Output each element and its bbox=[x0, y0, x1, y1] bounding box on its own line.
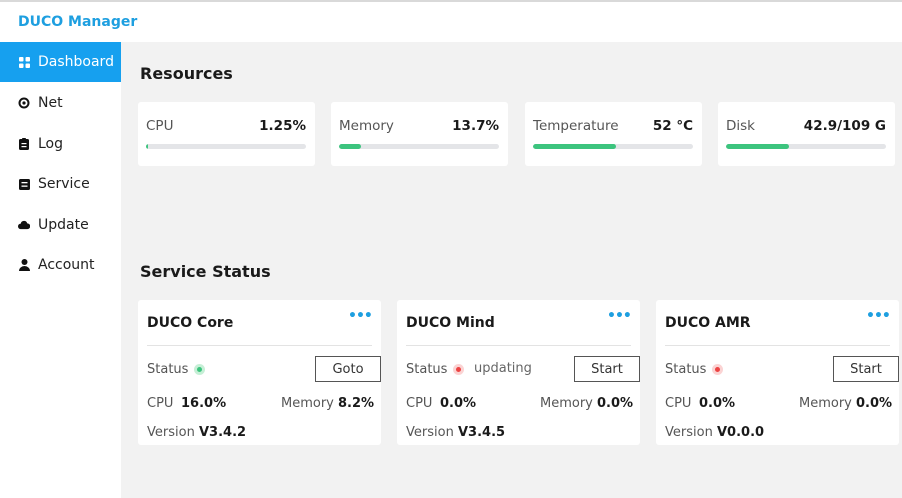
cpu-value: 16.0% bbox=[181, 396, 227, 411]
resource-progress-track bbox=[533, 144, 693, 149]
service-status-title: Service Status bbox=[140, 262, 271, 281]
resource-progress-fill bbox=[146, 144, 148, 149]
resource-label: Memory bbox=[339, 118, 394, 134]
memory-label: Memory bbox=[799, 396, 852, 411]
cloud-icon bbox=[18, 219, 30, 231]
more-options-icon[interactable]: ••• bbox=[348, 308, 373, 324]
status-label: Status bbox=[665, 362, 707, 377]
resource-card-memory: Memory 13.7% bbox=[331, 102, 508, 166]
cpu-label: CPU bbox=[665, 396, 692, 411]
resource-value: 42.9/109 G bbox=[803, 118, 886, 134]
cpu-label: CPU bbox=[147, 396, 174, 411]
main-content: Resources CPU 1.25% Memory 13.7% Tempera… bbox=[121, 42, 902, 498]
log-icon bbox=[18, 138, 30, 150]
service-icon bbox=[18, 178, 30, 190]
cpu-label: CPU bbox=[406, 396, 433, 411]
resource-label: Disk bbox=[726, 118, 755, 134]
resource-progress-fill bbox=[726, 144, 790, 149]
status-label: Status bbox=[147, 362, 189, 377]
status-running-icon bbox=[194, 364, 205, 375]
divider bbox=[147, 345, 372, 346]
resource-card-temperature: Temperature 52 °C bbox=[525, 102, 702, 166]
version-value: V0.0.0 bbox=[717, 425, 765, 440]
status-text: updating bbox=[474, 361, 532, 376]
resource-value: 52 °C bbox=[652, 118, 693, 134]
sidebar-item-dashboard[interactable]: Dashboard bbox=[0, 42, 121, 82]
app-header: DUCO Manager bbox=[0, 2, 902, 42]
top-border bbox=[0, 0, 902, 2]
service-name: DUCO AMR bbox=[665, 315, 751, 331]
memory-value: 0.0% bbox=[856, 396, 893, 411]
more-options-icon[interactable]: ••• bbox=[607, 308, 632, 324]
version-label: Version bbox=[406, 425, 454, 440]
version-label: Version bbox=[665, 425, 713, 440]
resource-card-disk: Disk 42.9/109 G bbox=[718, 102, 895, 166]
goto-button[interactable]: Goto bbox=[315, 356, 381, 382]
service-card-duco-mind: DUCO Mind ••• Status updating Start CPU … bbox=[397, 300, 640, 445]
sidebar: Dashboard Net Log Service Update Account bbox=[0, 42, 121, 498]
memory-label: Memory bbox=[540, 396, 593, 411]
resource-value: 13.7% bbox=[452, 118, 499, 134]
target-icon bbox=[18, 97, 30, 109]
version-value: V3.4.5 bbox=[458, 425, 506, 440]
cpu-value: 0.0% bbox=[699, 396, 736, 411]
sidebar-item-label: Service bbox=[38, 176, 90, 192]
version-label: Version bbox=[147, 425, 195, 440]
sidebar-item-net[interactable]: Net bbox=[0, 83, 121, 123]
sidebar-item-label: Net bbox=[38, 95, 63, 111]
resource-value: 1.25% bbox=[259, 118, 306, 134]
sidebar-item-update[interactable]: Update bbox=[0, 205, 121, 245]
status-error-icon bbox=[453, 364, 464, 375]
resource-progress-track bbox=[726, 144, 886, 149]
status-label: Status bbox=[406, 362, 448, 377]
resource-progress-fill bbox=[339, 144, 361, 149]
memory-label: Memory bbox=[281, 396, 334, 411]
memory-value: 0.0% bbox=[597, 396, 634, 411]
sidebar-item-label: Account bbox=[38, 257, 95, 273]
resource-progress-track bbox=[339, 144, 499, 149]
memory-value: 8.2% bbox=[338, 396, 375, 411]
service-card-duco-amr: DUCO AMR ••• Status Start CPU 0.0% Memor… bbox=[656, 300, 899, 445]
more-options-icon[interactable]: ••• bbox=[866, 308, 891, 324]
resource-label: Temperature bbox=[533, 118, 619, 134]
start-button[interactable]: Start bbox=[574, 356, 640, 382]
resource-card-cpu: CPU 1.25% bbox=[138, 102, 315, 166]
cpu-value: 0.0% bbox=[440, 396, 477, 411]
app-title: DUCO Manager bbox=[18, 14, 138, 30]
divider bbox=[406, 345, 631, 346]
status-error-icon bbox=[712, 364, 723, 375]
user-icon bbox=[18, 259, 30, 271]
sidebar-item-label: Dashboard bbox=[38, 54, 114, 70]
start-button[interactable]: Start bbox=[833, 356, 899, 382]
sidebar-item-service[interactable]: Service bbox=[0, 164, 121, 204]
service-name: DUCO Core bbox=[147, 315, 234, 331]
version-value: V3.4.2 bbox=[199, 425, 247, 440]
resource-progress-fill bbox=[533, 144, 617, 149]
resource-label: CPU bbox=[146, 118, 174, 134]
resource-progress-track bbox=[146, 144, 306, 149]
sidebar-item-log[interactable]: Log bbox=[0, 124, 121, 164]
service-card-duco-core: DUCO Core ••• Status Goto CPU 16.0% Memo… bbox=[138, 300, 381, 445]
sidebar-item-label: Log bbox=[38, 136, 64, 152]
sidebar-item-account[interactable]: Account bbox=[0, 245, 121, 285]
resources-title: Resources bbox=[140, 64, 233, 83]
divider bbox=[665, 345, 890, 346]
service-name: DUCO Mind bbox=[406, 315, 495, 331]
sidebar-item-label: Update bbox=[38, 217, 89, 233]
grid-icon bbox=[18, 56, 30, 68]
